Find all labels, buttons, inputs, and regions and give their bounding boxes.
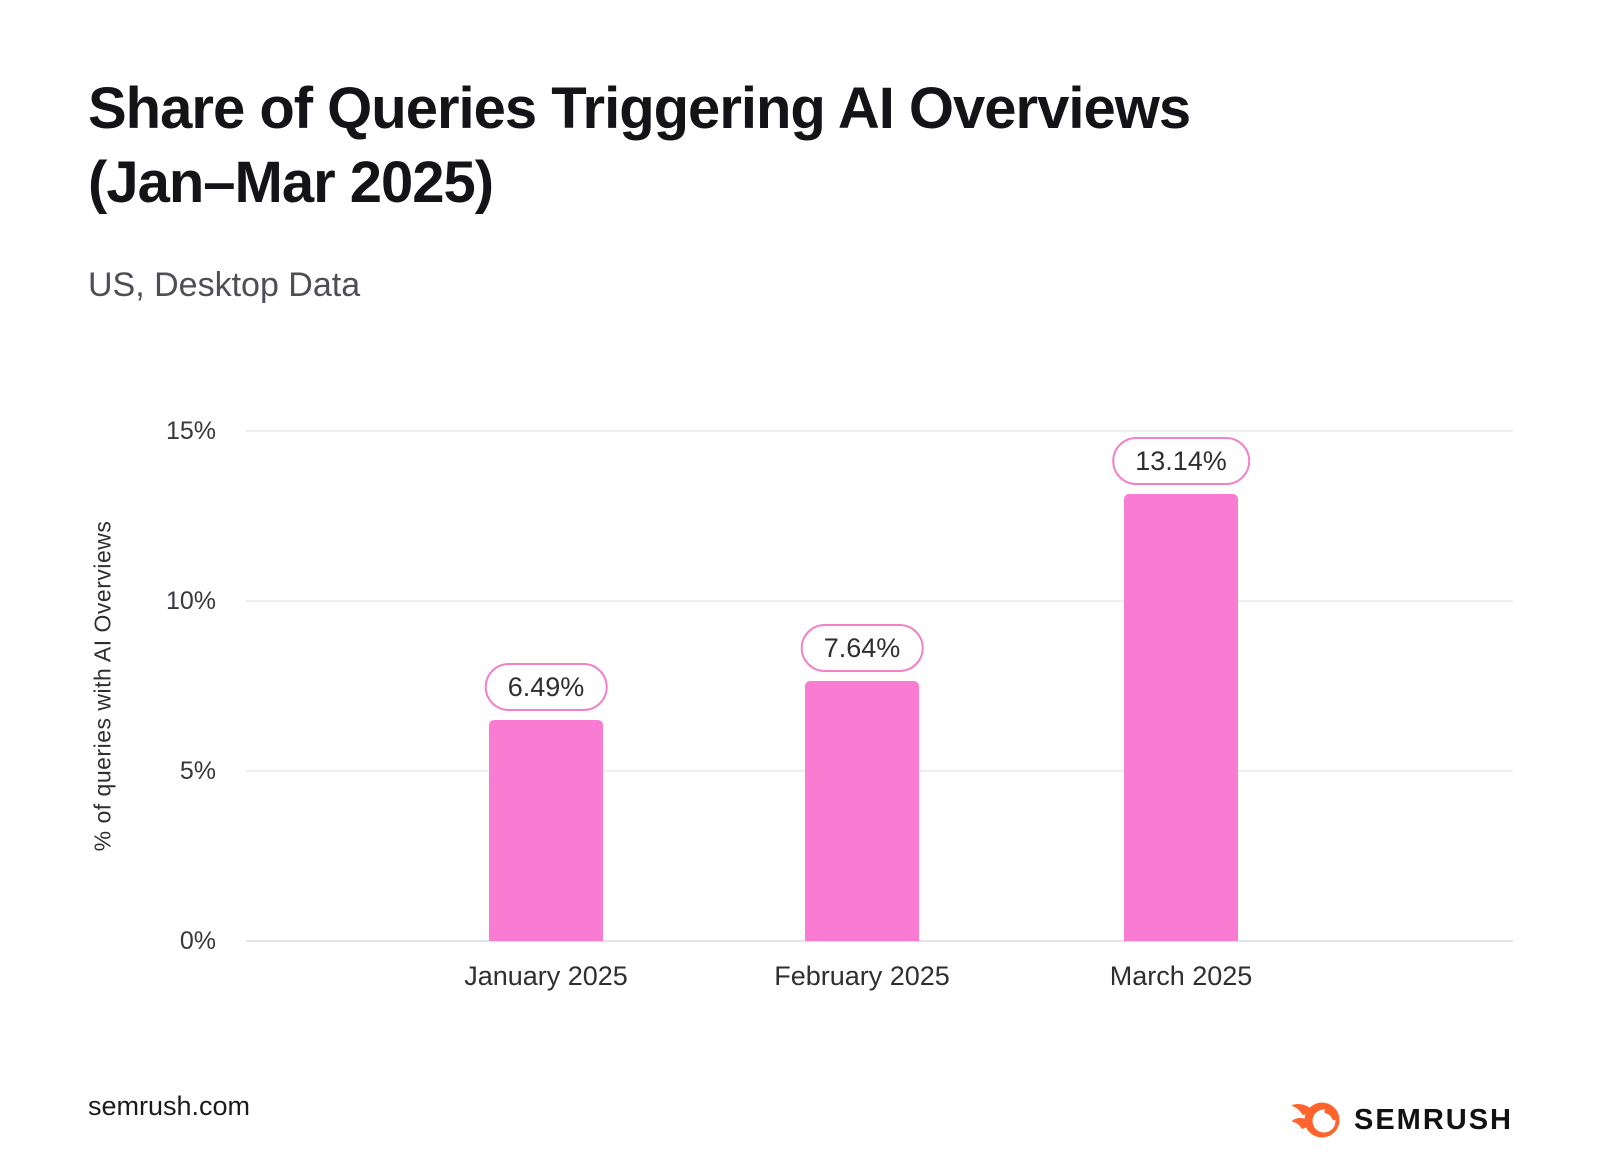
semrush-fireball-icon [1291, 1102, 1340, 1138]
page-title-line2: (Jan–Mar 2025) [88, 150, 494, 215]
y-tick-label: 10% [165, 587, 216, 615]
x-axis-label: January 2025 [464, 961, 628, 991]
gridline [246, 430, 1513, 432]
brand-wordmark: SEMRUSH [1353, 1103, 1513, 1136]
page-title: Share of Queries Triggering AI Overviews… [88, 72, 1428, 220]
bar-value-pill: 7.64% [800, 624, 924, 672]
y-tick-label: 15% [165, 417, 216, 445]
x-axis-line [246, 940, 1513, 942]
x-axis-label: February 2025 [774, 961, 950, 991]
y-tick-label: 0% [179, 927, 216, 955]
brand-logo: SEMRUSH [1291, 1100, 1513, 1140]
gridline [246, 600, 1513, 602]
source-link: semrush.com [88, 1091, 251, 1121]
chart-subtitle: US, Desktop Data [88, 266, 361, 304]
bar-value-pill: 13.14% [1112, 437, 1250, 485]
plot-area: 0% 5% 10% 15% 6.49% January 2025 7.64% February… [166, 417, 1513, 991]
bar-value-pill: 6.49% [484, 663, 608, 711]
x-axis-label: March 2025 [1109, 961, 1253, 991]
bar [1124, 494, 1238, 941]
bar [489, 720, 603, 941]
y-axis-title: % of queries with AI Overviews [89, 520, 116, 852]
y-tick-label: 5% [179, 757, 216, 785]
page-title-line1: Share of Queries Triggering AI Overviews [88, 76, 1191, 141]
bar [805, 681, 919, 941]
